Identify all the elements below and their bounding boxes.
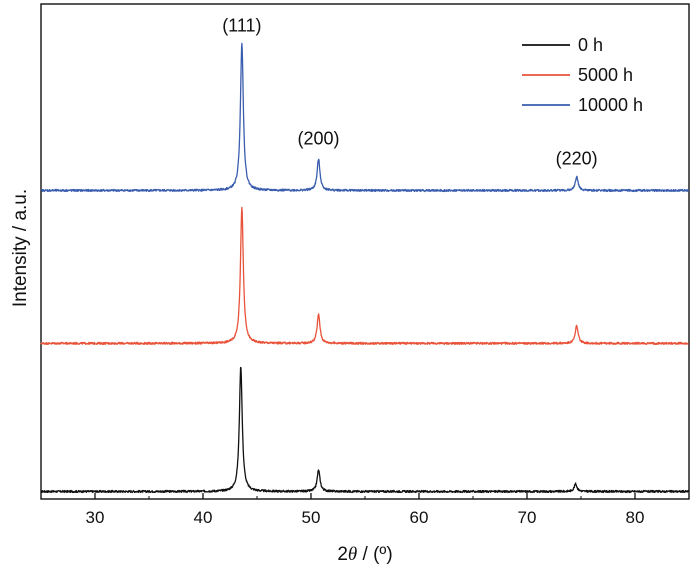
- series-line-2: [40, 42, 690, 193]
- x-tick-label: 40: [194, 508, 213, 527]
- peak-label: (111): [222, 16, 261, 36]
- y-axis-title: Intensity / a.u.: [10, 189, 31, 307]
- x-axis-title-symbol: θ: [348, 544, 357, 565]
- x-tick-label: 30: [86, 508, 105, 527]
- peak-label: (200): [298, 128, 340, 148]
- x-tick-label: 60: [410, 508, 429, 527]
- x-axis-title: 2θ / (º): [337, 544, 392, 565]
- series-line-0: [40, 366, 690, 494]
- legend-label: 5000 h: [578, 65, 633, 85]
- peak-labels: (111) (200) (220): [222, 16, 597, 169]
- legend: 0 h 5000 h 10000 h: [522, 35, 643, 115]
- x-ticks: 30 40 50 60 70 80: [40, 493, 690, 527]
- x-axis-title-unit: / (º): [357, 544, 392, 565]
- x-axis-title-prefix: 2: [337, 544, 348, 565]
- x-tick-label: 70: [518, 508, 537, 527]
- series-group: [40, 42, 690, 494]
- peak-label: (220): [556, 148, 598, 168]
- series-line-1: [40, 206, 689, 346]
- x-tick-label: 50: [302, 508, 321, 527]
- legend-label: 10000 h: [578, 95, 643, 115]
- legend-label: 0 h: [578, 35, 603, 55]
- x-tick-label: 80: [626, 508, 645, 527]
